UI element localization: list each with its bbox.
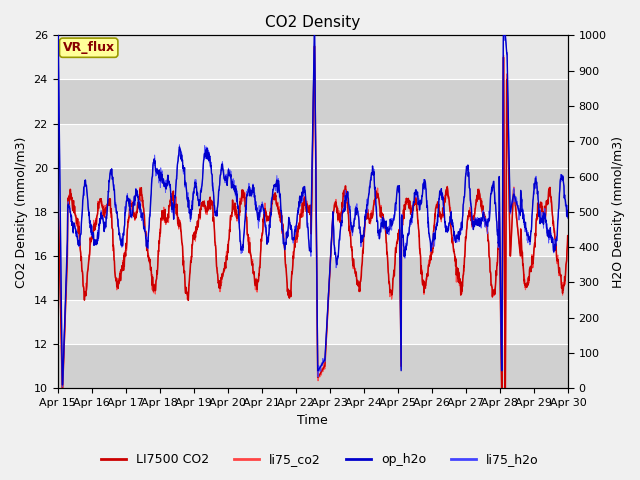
Bar — [58, 212, 568, 256]
Bar — [58, 36, 568, 80]
Legend: LI7500 CO2, li75_co2, op_h2o, li75_h2o: LI7500 CO2, li75_co2, op_h2o, li75_h2o — [96, 448, 544, 471]
Bar — [58, 300, 568, 344]
Bar — [58, 80, 568, 123]
Y-axis label: H2O Density (mmol/m3): H2O Density (mmol/m3) — [612, 136, 625, 288]
Bar — [58, 256, 568, 300]
X-axis label: Time: Time — [298, 414, 328, 427]
Title: CO2 Density: CO2 Density — [265, 15, 360, 30]
Bar — [58, 168, 568, 212]
Bar — [58, 344, 568, 388]
Text: VR_flux: VR_flux — [63, 41, 115, 54]
Bar — [58, 123, 568, 168]
Y-axis label: CO2 Density (mmol/m3): CO2 Density (mmol/m3) — [15, 136, 28, 288]
